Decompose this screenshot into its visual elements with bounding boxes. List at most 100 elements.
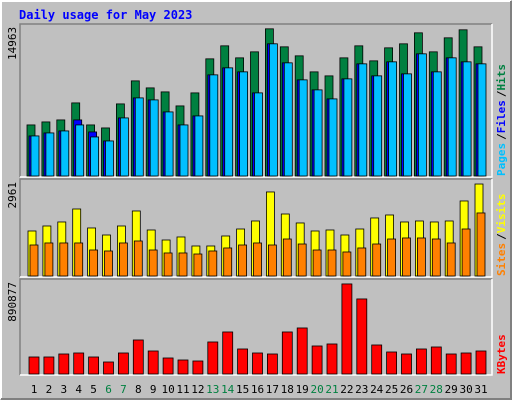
- x-tick-label: 26: [400, 383, 413, 396]
- bar: [75, 124, 85, 177]
- legend-entry: KBytes: [495, 334, 508, 374]
- bar: [445, 353, 457, 375]
- bar: [223, 247, 233, 277]
- bar: [446, 242, 456, 277]
- bar: [118, 352, 129, 375]
- bar: [447, 57, 457, 177]
- bar: [372, 243, 382, 277]
- bar: [44, 242, 54, 277]
- bar: [417, 53, 427, 177]
- bar: [401, 353, 412, 375]
- x-tick-label: 21: [325, 383, 338, 396]
- x-tick-label: 3: [60, 383, 67, 396]
- bar: [343, 78, 353, 177]
- x-tick-label: 28: [430, 383, 443, 396]
- x-tick-label: 10: [161, 383, 174, 396]
- x-tick-label: 31: [474, 383, 487, 396]
- bar: [28, 356, 40, 375]
- bar: [462, 61, 472, 177]
- bar: [342, 251, 352, 277]
- x-tick-label: 20: [310, 383, 323, 396]
- bar: [281, 331, 293, 375]
- bar: [311, 345, 323, 375]
- panel-bevel-dark: [19, 23, 492, 177]
- bar: [88, 356, 99, 375]
- bar: [222, 331, 234, 375]
- bar: [267, 244, 277, 277]
- bar: [266, 353, 278, 375]
- bar: [341, 283, 353, 375]
- bar: [254, 92, 263, 177]
- panel-bevel-light: [20, 279, 493, 376]
- bar: [326, 343, 338, 375]
- bar: [386, 351, 398, 375]
- bar: [476, 212, 486, 277]
- bar: [328, 98, 338, 177]
- bar: [43, 356, 55, 375]
- bar: [29, 244, 39, 277]
- bar: [178, 252, 188, 277]
- legend: KBytes: [495, 334, 508, 374]
- bar: [403, 73, 412, 177]
- bar: [147, 350, 159, 375]
- bar: [415, 348, 427, 375]
- x-tick-label: 13: [206, 383, 219, 396]
- bar: [208, 250, 218, 277]
- bar: [475, 350, 487, 375]
- bar: [179, 124, 189, 177]
- bar: [282, 238, 292, 277]
- legend: Pages/Files/Hits: [495, 64, 508, 176]
- bar: [119, 242, 128, 277]
- panel-bevel-dark: [19, 178, 492, 277]
- bar: [477, 63, 487, 177]
- bar: [105, 140, 114, 177]
- bar: [209, 74, 219, 177]
- x-tick-label: 17: [266, 383, 279, 396]
- x-tick-label: 12: [191, 383, 204, 396]
- bar: [58, 353, 70, 375]
- x-tick-label: 6: [105, 383, 112, 396]
- bar: [73, 352, 85, 375]
- x-tick-label: 30: [459, 383, 472, 396]
- legend-entry: Visits: [495, 194, 508, 234]
- bar: [371, 344, 383, 375]
- bar: [297, 243, 307, 277]
- x-tick-label: 11: [176, 383, 189, 396]
- legend-separator: /: [495, 90, 508, 97]
- bar: [89, 249, 98, 277]
- bar: [358, 63, 368, 177]
- bar: [388, 61, 398, 177]
- bar: [163, 252, 173, 277]
- bar: [177, 359, 189, 375]
- bar: [460, 352, 472, 375]
- bar: [60, 130, 70, 177]
- x-tick-label: 2: [46, 383, 53, 396]
- bar: [132, 339, 144, 375]
- bar: [192, 360, 204, 375]
- bar: [162, 357, 174, 375]
- bar: [239, 71, 249, 177]
- bar: [104, 250, 113, 277]
- bar: [253, 242, 262, 277]
- x-tick-label: 15: [236, 383, 249, 396]
- bar: [373, 75, 383, 177]
- bar: [327, 249, 337, 277]
- legend: Sites /Visits: [495, 194, 508, 277]
- chart-title: Daily usage for May 2023: [19, 8, 192, 22]
- x-tick-label: 19: [296, 383, 309, 396]
- y-tick-label: 890877: [6, 282, 19, 322]
- legend-separator: /: [495, 133, 508, 140]
- x-tick-label: 14: [221, 383, 235, 396]
- bar: [194, 115, 204, 177]
- bar: [237, 348, 249, 375]
- bar: [461, 228, 471, 277]
- x-tick-label: 7: [120, 383, 127, 396]
- panel-bevel-dark: [19, 278, 492, 375]
- x-tick-label: 18: [281, 383, 294, 396]
- panel-bevel-light: [20, 24, 493, 178]
- bar: [149, 99, 159, 177]
- bar: [30, 135, 40, 177]
- x-tick-label: 24: [370, 383, 384, 396]
